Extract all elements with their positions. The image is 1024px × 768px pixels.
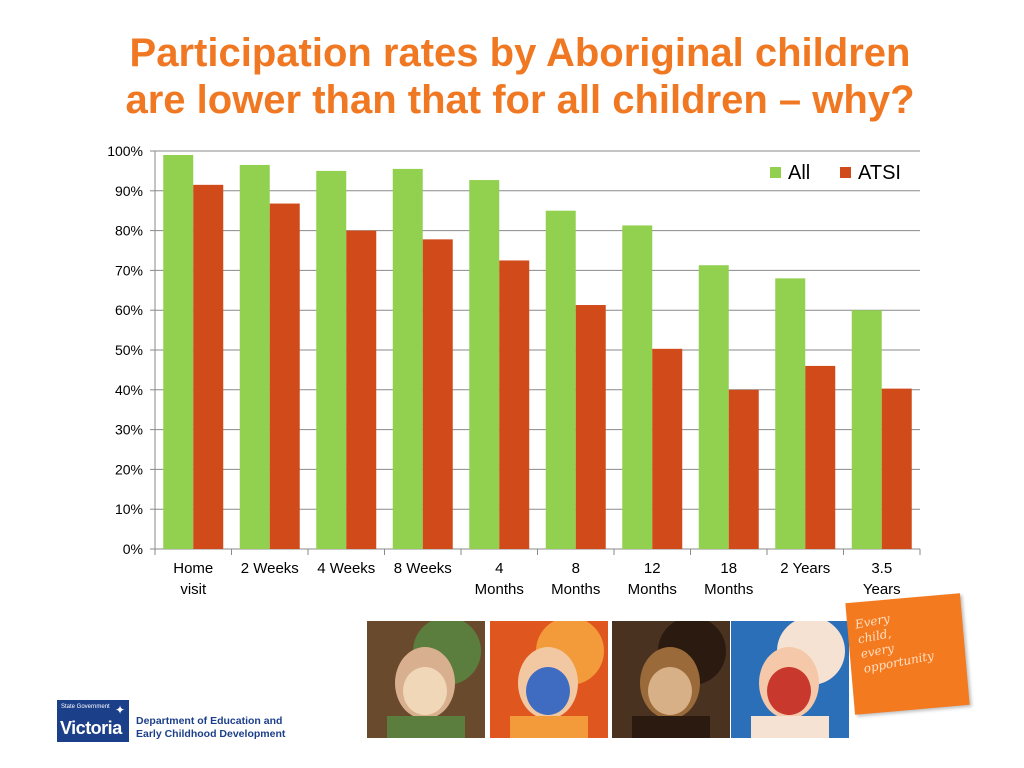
title-line-2: are lower than that for all children – w… [125,78,915,122]
bar-atsi-1 [269,203,300,549]
smiling-girl-photo [731,621,849,738]
x-tick-label: 18 [720,560,737,577]
child-painted-face-photo [612,621,730,738]
legend-label-atsi: ATSI [858,162,901,184]
bar-atsi-3 [422,239,453,549]
department-name: Department of Education and Early Childh… [136,715,286,740]
x-tick-label: Years [863,581,901,598]
father-and-toddler-photo [367,621,485,738]
logo-star-icon: ✦ [114,703,125,717]
y-tick-label: 0% [123,541,143,557]
x-tick-label: 12 [644,560,661,577]
bar-atsi-0 [193,184,224,549]
baby-photo [490,621,608,738]
tagline-card: Every child, every opportunity [845,593,970,715]
y-tick-label: 40% [115,382,143,398]
title-line-1: Participation rates by Aboriginal childr… [129,31,911,75]
x-tick-label: Months [628,581,677,598]
bar-all-4 [469,180,500,549]
bar-all-3 [392,168,423,549]
bar-atsi-5 [575,305,606,549]
legend-swatch-atsi [840,167,851,178]
y-tick-label: 100% [107,143,143,159]
legend-label-all: All [788,162,810,184]
bar-atsi-6 [652,348,683,549]
x-tick-label: Months [551,581,600,598]
x-tick-label: 8 Weeks [394,560,452,577]
x-tick-label: visit [180,581,207,598]
logo-subtitle: State Government [61,704,110,710]
x-tick-label: 4 Weeks [317,560,375,577]
victoria-logo: State Government ✦ Victoria [57,700,129,742]
x-tick-label: Months [475,581,524,598]
bar-all-8 [775,278,806,549]
bar-all-6 [622,225,653,549]
bar-atsi-4 [499,260,530,549]
father-and-toddler-photo-art [367,621,485,738]
baby-photo-art [490,621,608,738]
x-tick-label: 4 [495,560,503,577]
slide-title: Participation rates by Aboriginal childr… [80,30,960,124]
bar-all-2 [316,170,347,549]
y-tick-label: 20% [115,461,143,477]
x-tick-label: 2 Weeks [241,560,299,577]
y-tick-label: 50% [115,342,143,358]
bar-all-0 [163,154,194,550]
bar-all-7 [698,265,729,549]
bar-all-1 [239,164,270,549]
bar-atsi-9 [881,388,912,549]
y-tick-label: 30% [115,422,143,438]
tagline-text: Every child, every opportunity [853,611,936,676]
x-tick-label: 2 Years [780,560,830,577]
bar-atsi-7 [728,389,759,549]
legend-swatch-all [770,167,781,178]
y-tick-label: 90% [115,183,143,199]
smiling-girl-photo-art [731,621,849,738]
bar-atsi-2 [346,230,377,549]
bar-all-5 [545,210,576,549]
y-tick-label: 70% [115,262,143,278]
y-tick-label: 80% [115,223,143,239]
x-tick-label: Home [173,560,213,577]
x-tick-label: Months [704,581,753,598]
x-tick-label: 8 [572,560,580,577]
bar-atsi-8 [805,365,836,549]
bar-all-9 [851,310,882,549]
x-tick-label: 3.5 [871,560,892,577]
y-tick-label: 60% [115,302,143,318]
child-painted-face-photo-art [612,621,730,738]
logo-wordmark: Victoria [60,718,122,738]
y-tick-label: 10% [115,501,143,517]
